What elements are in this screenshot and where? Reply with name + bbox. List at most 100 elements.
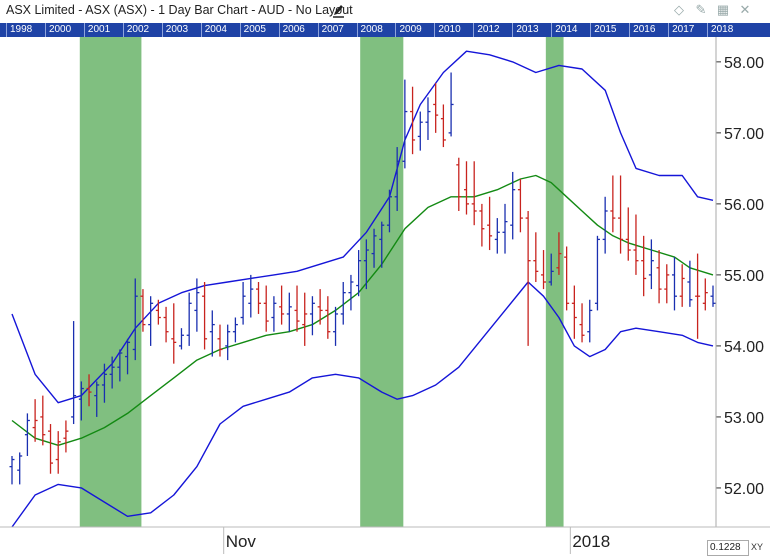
ohlc-bar-29 xyxy=(232,317,238,343)
ohlc-bar-67 xyxy=(525,210,531,346)
ohlc-bar-13 xyxy=(109,356,115,389)
year-strip-1998[interactable]: 1998 xyxy=(6,23,45,37)
ohlc-bar-38 xyxy=(302,292,308,346)
ohlc-bar-73 xyxy=(571,285,577,339)
ohlc-bar-17 xyxy=(140,289,146,332)
ohlc-bar-18 xyxy=(148,296,154,346)
ohlc-bar-19 xyxy=(155,299,161,325)
ohlc-bar-1 xyxy=(17,452,23,485)
ohlc-bar-28 xyxy=(225,324,231,361)
year-strip-2015[interactable]: 2015 xyxy=(590,23,629,37)
xy-toggle-button[interactable]: XY xyxy=(750,542,763,552)
ohlc-bar-57 xyxy=(448,72,454,137)
ohlc-bar-34 xyxy=(271,296,277,332)
pin-icon[interactable]: ✎ xyxy=(695,2,707,17)
ohlc-bar-83 xyxy=(648,239,654,290)
year-strip-2018[interactable]: 2018 xyxy=(707,23,746,37)
ohlc-bar-76 xyxy=(594,235,600,311)
year-strip-2009[interactable]: 2009 xyxy=(395,23,434,37)
ohlc-bar-68 xyxy=(533,232,539,282)
ohlc-bar-32 xyxy=(256,282,262,314)
y-tick-label-5: 57.00 xyxy=(724,126,764,143)
year-strip-2001[interactable]: 2001 xyxy=(83,23,123,37)
year-strip-2004[interactable]: 2004 xyxy=(200,23,240,37)
title-bar: ASX Limited - ASX (ASX) - 1 Day Bar Char… xyxy=(0,0,770,22)
ohlc-bar-25 xyxy=(202,282,208,350)
ohlc-bar-14 xyxy=(117,349,123,382)
ohlc-bar-30 xyxy=(240,282,246,325)
year-strip-2012[interactable]: 2012 xyxy=(473,23,512,37)
ohlc-bar-26 xyxy=(209,310,215,357)
cursor-readout: 0.1228 xyxy=(707,540,749,556)
ohlc-bar-11 xyxy=(94,381,100,417)
year-strip-2002[interactable]: 2002 xyxy=(122,23,162,37)
diamond-icon[interactable]: ◇ xyxy=(674,2,684,17)
year-strip-2016[interactable]: 2016 xyxy=(629,23,668,37)
ohlc-bar-91 xyxy=(710,285,716,307)
ohlc-bar-70 xyxy=(548,253,554,286)
ohlc-bar-51 xyxy=(402,79,408,169)
year-strip-2008[interactable]: 2008 xyxy=(356,23,396,37)
ohlc-bar-58 xyxy=(456,157,462,211)
ohlc-bar-79 xyxy=(618,175,624,254)
ohlc-bar-64 xyxy=(502,203,508,254)
ohlc-bar-35 xyxy=(279,285,285,325)
ohlc-bar-62 xyxy=(487,196,493,251)
year-strip-2003[interactable]: 2003 xyxy=(161,23,201,37)
ohlc-bar-69 xyxy=(541,250,547,290)
ohlc-bar-45 xyxy=(356,250,362,297)
ohlc-bar-16 xyxy=(132,278,138,361)
year-strip-2005[interactable]: 2005 xyxy=(239,23,279,37)
ohlc-bar-12 xyxy=(101,363,107,403)
ohlc-bar-3 xyxy=(32,399,38,442)
ohlc-bar-5 xyxy=(48,424,54,474)
ohlc-bar-55 xyxy=(433,83,439,133)
ohlc-bar-87 xyxy=(679,264,685,307)
year-strip-2017[interactable]: 2017 xyxy=(668,23,707,37)
ohlc-bar-27 xyxy=(217,324,223,357)
ohlc-bar-60 xyxy=(471,161,477,226)
y-tick-label-4: 56.00 xyxy=(724,197,764,214)
y-tick-label-1: 53.00 xyxy=(724,410,764,427)
pencil-icon[interactable] xyxy=(331,1,345,19)
year-strip-2000[interactable]: 2000 xyxy=(44,23,84,37)
year-strip-2007[interactable]: 2007 xyxy=(317,23,357,37)
ohlc-bar-0 xyxy=(9,455,15,485)
ohlc-bar-75 xyxy=(587,299,593,343)
ohlc-bar-4 xyxy=(40,395,46,446)
ohlc-bar-33 xyxy=(263,285,269,332)
ohlc-bar-65 xyxy=(510,171,516,240)
ohlc-bar-86 xyxy=(671,257,677,311)
ohlc-bar-23 xyxy=(186,292,192,346)
ohlc-bar-48 xyxy=(379,221,385,268)
year-strip-2006[interactable]: 2006 xyxy=(278,23,318,37)
lower-band-line xyxy=(11,281,714,528)
ohlc-bar-10 xyxy=(86,374,92,407)
year-navigator[interactable]: 1998 2000 2001 2002 2003 2004 2005 2006 2007 2008… xyxy=(0,23,770,37)
y-tick-label-3: 55.00 xyxy=(724,268,764,285)
ohlc-bar-84 xyxy=(656,250,662,304)
ohlc-bar-52 xyxy=(410,86,416,155)
grid-icon[interactable]: ▦ xyxy=(716,2,730,17)
ohlc-bar-66 xyxy=(517,179,523,233)
ohlc-bar-72 xyxy=(564,246,570,311)
ohlc-bar-7 xyxy=(63,420,69,453)
close-icon[interactable]: ✕ xyxy=(739,2,751,17)
ohlc-bar-77 xyxy=(602,196,608,254)
window-title: ASX Limited - ASX (ASX) - 1 Day Bar Char… xyxy=(6,3,353,17)
ohlc-bar-21 xyxy=(171,303,177,364)
ohlc-bar-2 xyxy=(24,413,30,456)
ohlc-bar-88 xyxy=(687,260,693,307)
year-strip-2013[interactable]: 2013 xyxy=(512,23,551,37)
year-strip-2010[interactable]: 2010 xyxy=(434,23,473,37)
ohlc-bar-71 xyxy=(556,232,562,275)
year-strip-2014[interactable]: 2014 xyxy=(551,23,590,37)
y-tick-label-0: 52.00 xyxy=(724,481,764,498)
y-tick-label-6: 58.00 xyxy=(724,55,764,72)
ohlc-bar-42 xyxy=(333,306,339,346)
ohlc-bar-90 xyxy=(702,278,708,311)
ohlc-bar-44 xyxy=(348,274,354,311)
x-tick-label-nov: Nov xyxy=(225,532,256,551)
ohlc-bar-80 xyxy=(625,207,631,261)
